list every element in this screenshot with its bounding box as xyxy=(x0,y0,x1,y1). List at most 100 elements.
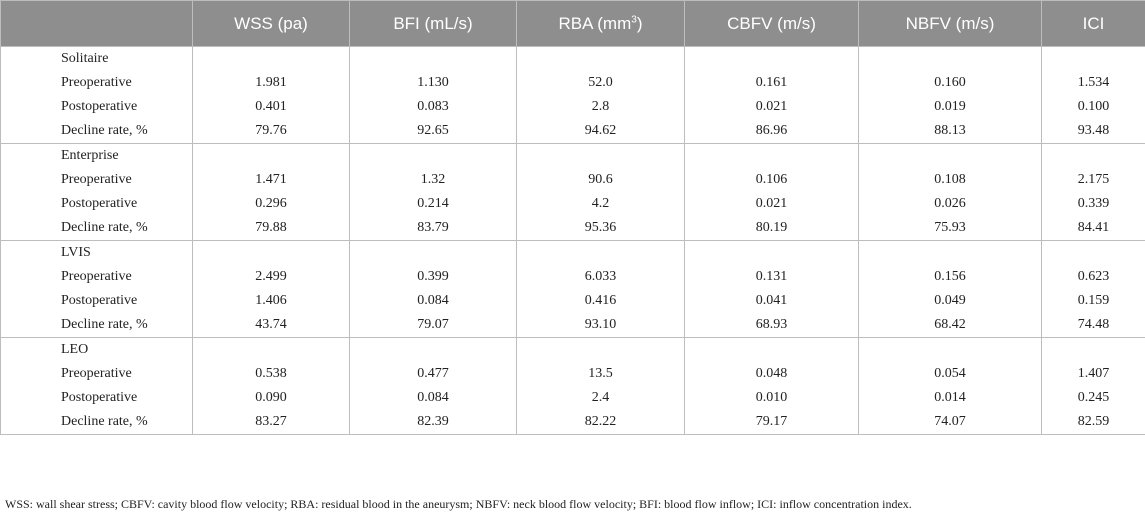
value: 88.13 xyxy=(934,123,966,138)
value: 83.27 xyxy=(255,414,287,429)
value-cell: 1.407 0.245 82.59 xyxy=(1041,337,1145,435)
value: 1.981 xyxy=(255,75,287,90)
value-cell: 0.623 0.159 74.48 xyxy=(1041,240,1145,338)
value: 0.084 xyxy=(417,293,449,308)
spacer-line xyxy=(685,47,858,71)
spacer-line xyxy=(350,241,516,265)
value: 82.22 xyxy=(584,414,617,429)
value: 92.65 xyxy=(417,123,449,138)
spacer-line xyxy=(193,144,349,168)
value: 0.019 xyxy=(934,99,966,114)
value-cell: 0.156 0.049 68.42 xyxy=(858,240,1042,338)
value-cell: 0.399 0.084 79.07 xyxy=(349,240,517,338)
spacer-line xyxy=(1042,338,1145,362)
value: 0.538 xyxy=(255,366,287,381)
value-cell: 0.477 0.084 82.39 xyxy=(349,337,517,435)
value: 0.014 xyxy=(934,390,966,405)
value-cell: 0.106 0.021 80.19 xyxy=(684,143,859,241)
table-body: Solitaire Preoperative Postoperative Declin… xyxy=(0,46,1145,435)
value-cell: 1.130 0.083 92.65 xyxy=(349,46,517,144)
value: 1.32 xyxy=(420,172,446,187)
header-ici: ICI xyxy=(1041,0,1145,47)
value: 74.07 xyxy=(934,414,966,429)
spacer-line xyxy=(859,144,1041,168)
value: 93.48 xyxy=(1077,123,1110,138)
value: 0.131 xyxy=(755,269,788,284)
spacer-line xyxy=(685,241,858,265)
value: 0.339 xyxy=(1077,196,1110,211)
row-label: Postoperative xyxy=(61,196,138,211)
spacer-line xyxy=(859,47,1041,71)
value: 79.07 xyxy=(417,317,449,332)
header-wss: WSS (pa) xyxy=(192,0,350,47)
group-row-lvis: LVIS Preoperative Postoperative Decline rat… xyxy=(0,240,1145,338)
spacer-line xyxy=(193,47,349,71)
value: 0.100 xyxy=(1077,99,1110,114)
value: 43.74 xyxy=(255,317,287,332)
value: 0.161 xyxy=(755,75,788,90)
row-label: Postoperative xyxy=(61,293,138,308)
value: 90.6 xyxy=(588,172,613,187)
value: 0.021 xyxy=(755,99,788,114)
value-cell: 0.161 0.021 86.96 xyxy=(684,46,859,144)
group-label-cell: Enterprise Preoperative Postoperative Decli… xyxy=(0,143,193,241)
value-cell: 0.108 0.026 75.93 xyxy=(858,143,1042,241)
row-label: Preoperative xyxy=(61,269,132,284)
value: 93.10 xyxy=(584,317,617,332)
spacer-line xyxy=(685,144,858,168)
group-name: LEO xyxy=(61,342,89,357)
value-cell: 1.32 0.214 83.79 xyxy=(349,143,517,241)
value: 0.010 xyxy=(755,390,788,405)
value: 0.026 xyxy=(934,196,966,211)
value: 0.296 xyxy=(255,196,287,211)
header-rba-suffix: ) xyxy=(636,13,643,33)
header-bfi: BFI (mL/s) xyxy=(349,0,517,47)
value-cell: 90.6 4.2 95.36 xyxy=(516,143,685,241)
value: 0.477 xyxy=(417,366,449,381)
value: 84.41 xyxy=(1077,220,1110,235)
group-label-cell: LEO Preoperative Postoperative Decline rate… xyxy=(0,337,193,435)
value: 1.130 xyxy=(417,75,449,90)
value: 0.399 xyxy=(417,269,449,284)
value: 0.159 xyxy=(1077,293,1110,308)
header-empty xyxy=(0,0,193,47)
value: 0.245 xyxy=(1077,390,1110,405)
row-label: Postoperative xyxy=(61,390,138,405)
value: 0.416 xyxy=(584,293,617,308)
header-nbfv: NBFV (m/s) xyxy=(858,0,1042,47)
value: 0.048 xyxy=(755,366,788,381)
value: 1.534 xyxy=(1077,75,1110,90)
value-cell: 2.175 0.339 84.41 xyxy=(1041,143,1145,241)
value: 68.93 xyxy=(755,317,788,332)
value: 0.214 xyxy=(417,196,449,211)
value: 74.48 xyxy=(1077,317,1110,332)
value: 82.59 xyxy=(1077,414,1110,429)
value: 2.8 xyxy=(591,99,610,114)
value: 52.0 xyxy=(588,75,613,90)
spacer-line xyxy=(1042,241,1145,265)
value: 86.96 xyxy=(755,123,788,138)
value: 0.021 xyxy=(755,196,788,211)
row-label: Preoperative xyxy=(61,172,132,187)
value: 75.93 xyxy=(934,220,966,235)
value: 2.499 xyxy=(255,269,287,284)
value-cell: 0.538 0.090 83.27 xyxy=(192,337,350,435)
value-cell: 2.499 1.406 43.74 xyxy=(192,240,350,338)
spacer-line xyxy=(350,338,516,362)
spacer-line xyxy=(350,47,516,71)
value: 0.054 xyxy=(934,366,966,381)
header-cbfv: CBFV (m/s) xyxy=(684,0,859,47)
table-footnote: WSS: wall shear stress; CBFV: cavity blo… xyxy=(5,497,912,511)
value: 83.79 xyxy=(417,220,449,235)
spacer-line xyxy=(517,144,684,168)
value: 4.2 xyxy=(591,196,610,211)
value: 0.049 xyxy=(934,293,966,308)
spacer-line xyxy=(350,144,516,168)
value: 79.17 xyxy=(755,414,788,429)
value: 95.36 xyxy=(584,220,617,235)
spacer-line xyxy=(685,338,858,362)
value: 0.090 xyxy=(255,390,287,405)
row-label: Preoperative xyxy=(61,366,132,381)
value: 79.76 xyxy=(255,123,287,138)
value: 2.4 xyxy=(591,390,610,405)
